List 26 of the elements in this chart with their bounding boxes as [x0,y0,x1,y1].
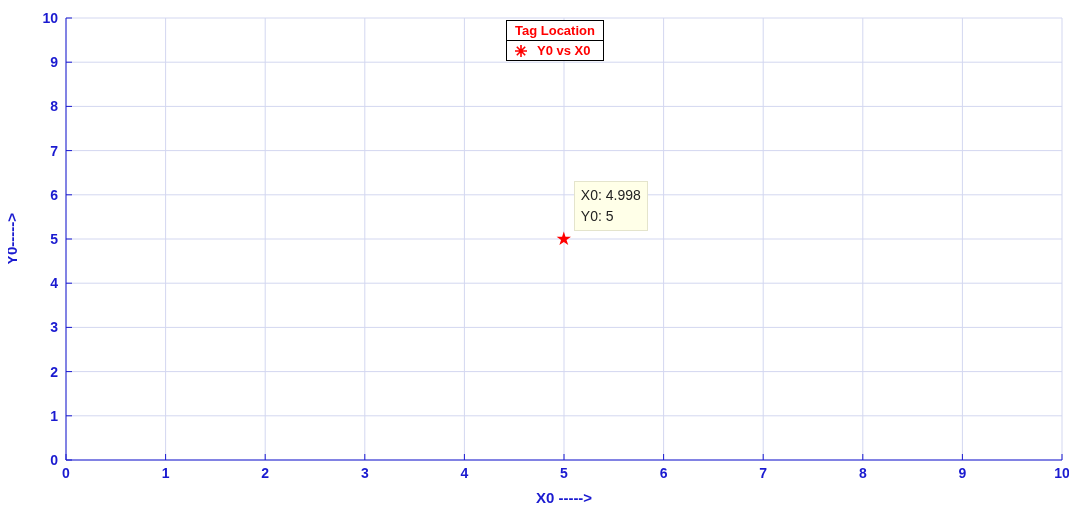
x-tick-label: 5 [560,464,569,481]
y-tick-label: 0 [50,451,59,468]
x-tick-label: 6 [659,464,668,481]
x-tick-label: 2 [261,464,270,481]
x-tick-label: 1 [161,464,170,481]
x-tick-label: 0 [62,464,71,481]
y-tick-label: 4 [50,275,59,292]
x-tick-label: 10 [1054,464,1070,481]
legend-label: Y0 vs X0 [537,43,591,58]
y-tick-label: 8 [50,98,59,115]
x-tick-label: 3 [360,464,369,481]
y-tick-label: 7 [50,142,59,159]
annotation: X0: 4.998 Y0: 5 [580,186,641,226]
y-tick-label: 9 [50,54,59,71]
y-tick-label: 2 [50,363,59,380]
x-tick-label: 7 [759,464,768,481]
x-tick-label: 8 [858,464,867,481]
y-tick-label: 10 [42,9,59,26]
legend-title: Tag Location [507,21,603,41]
x-tick-label: 4 [460,464,469,481]
y-tick-label: 1 [50,407,59,424]
y-tick-label: 5 [50,230,59,247]
x-tick-label: 9 [958,464,967,481]
y-tick-label: 3 [50,319,59,336]
y-tick-label: 6 [50,186,59,203]
x-axis-title: X0 -----> [535,489,593,506]
